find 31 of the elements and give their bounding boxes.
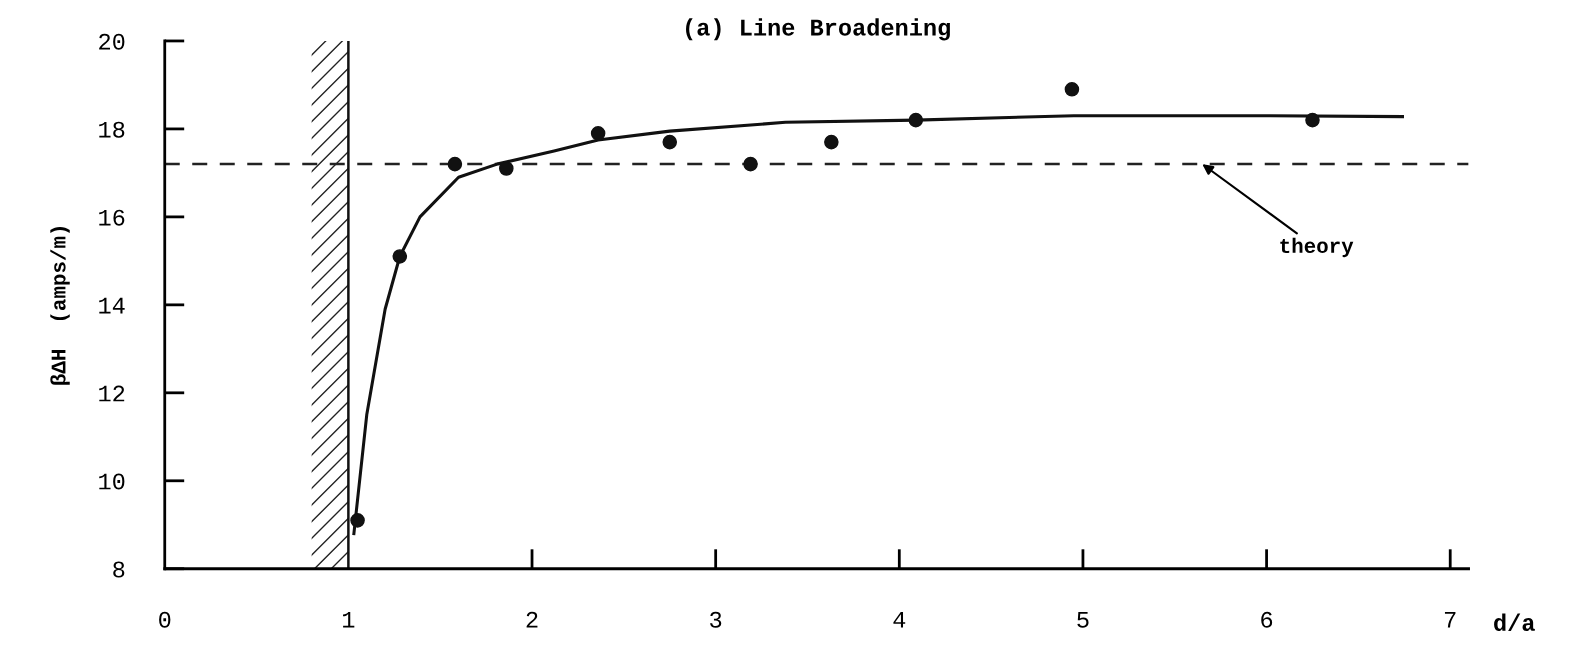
point (1064, 82, 1080, 97)
x-tick-label: 0 (159, 611, 171, 628)
y-axis-title: βΔH (amps/m) (50, 227, 70, 385)
x-tick-label: 2 (526, 611, 538, 628)
line-series (352, 114, 1404, 536)
x-tick-label: 7 (1444, 611, 1456, 628)
y-tick-label: 20 (99, 33, 125, 50)
point (392, 249, 408, 264)
point (447, 156, 463, 172)
point (743, 156, 758, 172)
point (1305, 112, 1320, 128)
y-tick-label: 18 (99, 121, 125, 138)
x-tick-label: 5 (1077, 611, 1089, 628)
x-tick-label: 6 (1261, 611, 1273, 628)
x-tick-label: 3 (710, 611, 722, 628)
x-axis-title: d/a (1494, 613, 1535, 631)
point (590, 126, 606, 141)
y-tick-label: 14 (99, 297, 125, 314)
point (908, 112, 924, 128)
y-tick-label: 8 (113, 561, 125, 578)
point (662, 134, 678, 150)
chart-title: (a) Line Broadening (686, 18, 950, 41)
x-tick-label: 4 (893, 611, 906, 628)
point (824, 134, 839, 150)
y-tick-label: 10 (99, 473, 125, 490)
point (499, 161, 514, 176)
y-tick-label: 12 (99, 385, 125, 402)
point (350, 513, 365, 528)
y-tick-label: 16 (99, 209, 125, 226)
annotation: theory (1280, 237, 1354, 258)
x-tick-label: 1 (343, 611, 355, 628)
